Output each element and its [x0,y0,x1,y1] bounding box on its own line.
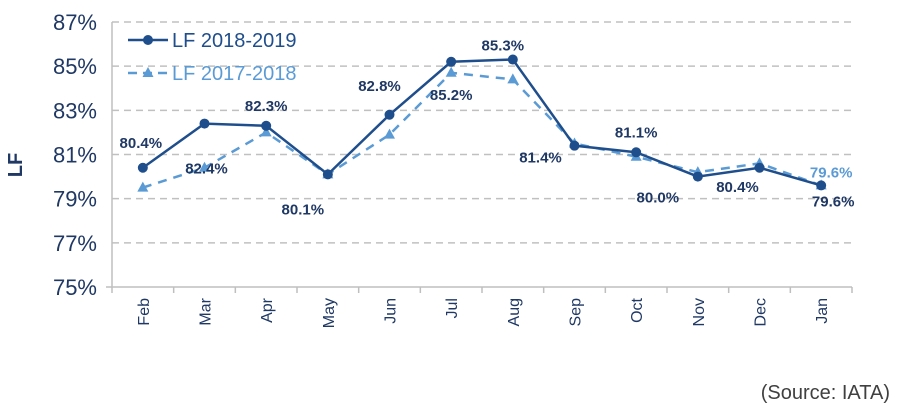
y-tick-label: 83% [53,98,97,123]
data-label: 80.4% [716,179,759,196]
x-tick-label: Aug [506,298,523,326]
source-note: (Source: IATA) [760,382,890,404]
data-label: 82.8% [358,78,401,95]
series-group [137,54,827,192]
data-point [384,109,395,120]
data-point [384,128,395,139]
data-label: 79.6% [810,164,853,181]
data-label: 80.4% [120,135,163,152]
data-label: 82.3% [245,98,288,115]
data-label: 82.4% [185,161,228,178]
data-point [199,118,210,129]
data-label: 79.6% [812,193,855,210]
legend-label: LF 2018-2019 [172,30,297,52]
legend-label: LF 2017-2018 [172,63,297,85]
y-axis-label: LF [5,153,27,177]
data-point [692,171,703,182]
data-labels: 80.4% 82.4% 82.3% 80.1% 82.8% 85.2% 85.3% 81.4%… [120,38,855,219]
x-tick-label: Nov [691,298,708,326]
x-tick-label: May [321,298,338,328]
data-label: 81.4% [519,150,562,167]
data-point [507,73,519,84]
data-point [137,162,148,173]
data-point [322,169,333,180]
data-point [199,161,210,172]
axes [106,22,853,293]
legend-marker [143,35,153,45]
data-point [507,54,518,65]
legend-marker [142,67,154,77]
y-tick-label: 85% [53,54,97,79]
data-point [137,181,149,192]
data-label: 80.0% [637,190,680,207]
data-label: 85.2% [430,87,473,104]
series-line-2017-2018 [142,71,822,189]
x-tick-label: Dec [753,298,770,326]
x-tick-labels: Feb Mar Apr May Jun Jul Aug Sep Oct Nov Dec Jan [136,297,831,328]
y-tick-label: 87% [53,10,97,35]
x-tick-label: Mar [198,297,215,325]
x-tick-label: Jan [814,298,831,324]
series-line-2018-2019 [142,58,822,187]
data-point [260,126,272,137]
x-tick-label: Apr [259,297,276,323]
y-tick-label: 75% [53,275,97,300]
data-point [445,66,457,77]
legend: LF 2018-2019 LF 2017-2018 [128,30,297,85]
data-label: 85.3% [482,38,525,55]
data-point [631,147,642,158]
data-point [569,140,580,151]
x-tick-label: Jun [383,298,400,324]
x-tick-label: Feb [136,298,153,326]
data-point [446,56,457,67]
data-point [261,120,272,131]
data-label: 80.1% [282,201,325,218]
data-point [754,162,765,173]
data-point [816,180,827,191]
x-tick-label: Oct [629,297,646,322]
x-tick-label: Jul [444,298,461,318]
y-tick-label: 79% [53,187,97,212]
gridlines [112,21,852,244]
y-tick-label: 81% [53,143,97,168]
x-tick-label: Sep [568,298,585,327]
y-tick-labels: 75% 77% 79% 81% 83% 85% 87% [53,10,97,300]
y-tick-label: 77% [53,231,97,256]
data-label: 81.1% [615,124,658,141]
